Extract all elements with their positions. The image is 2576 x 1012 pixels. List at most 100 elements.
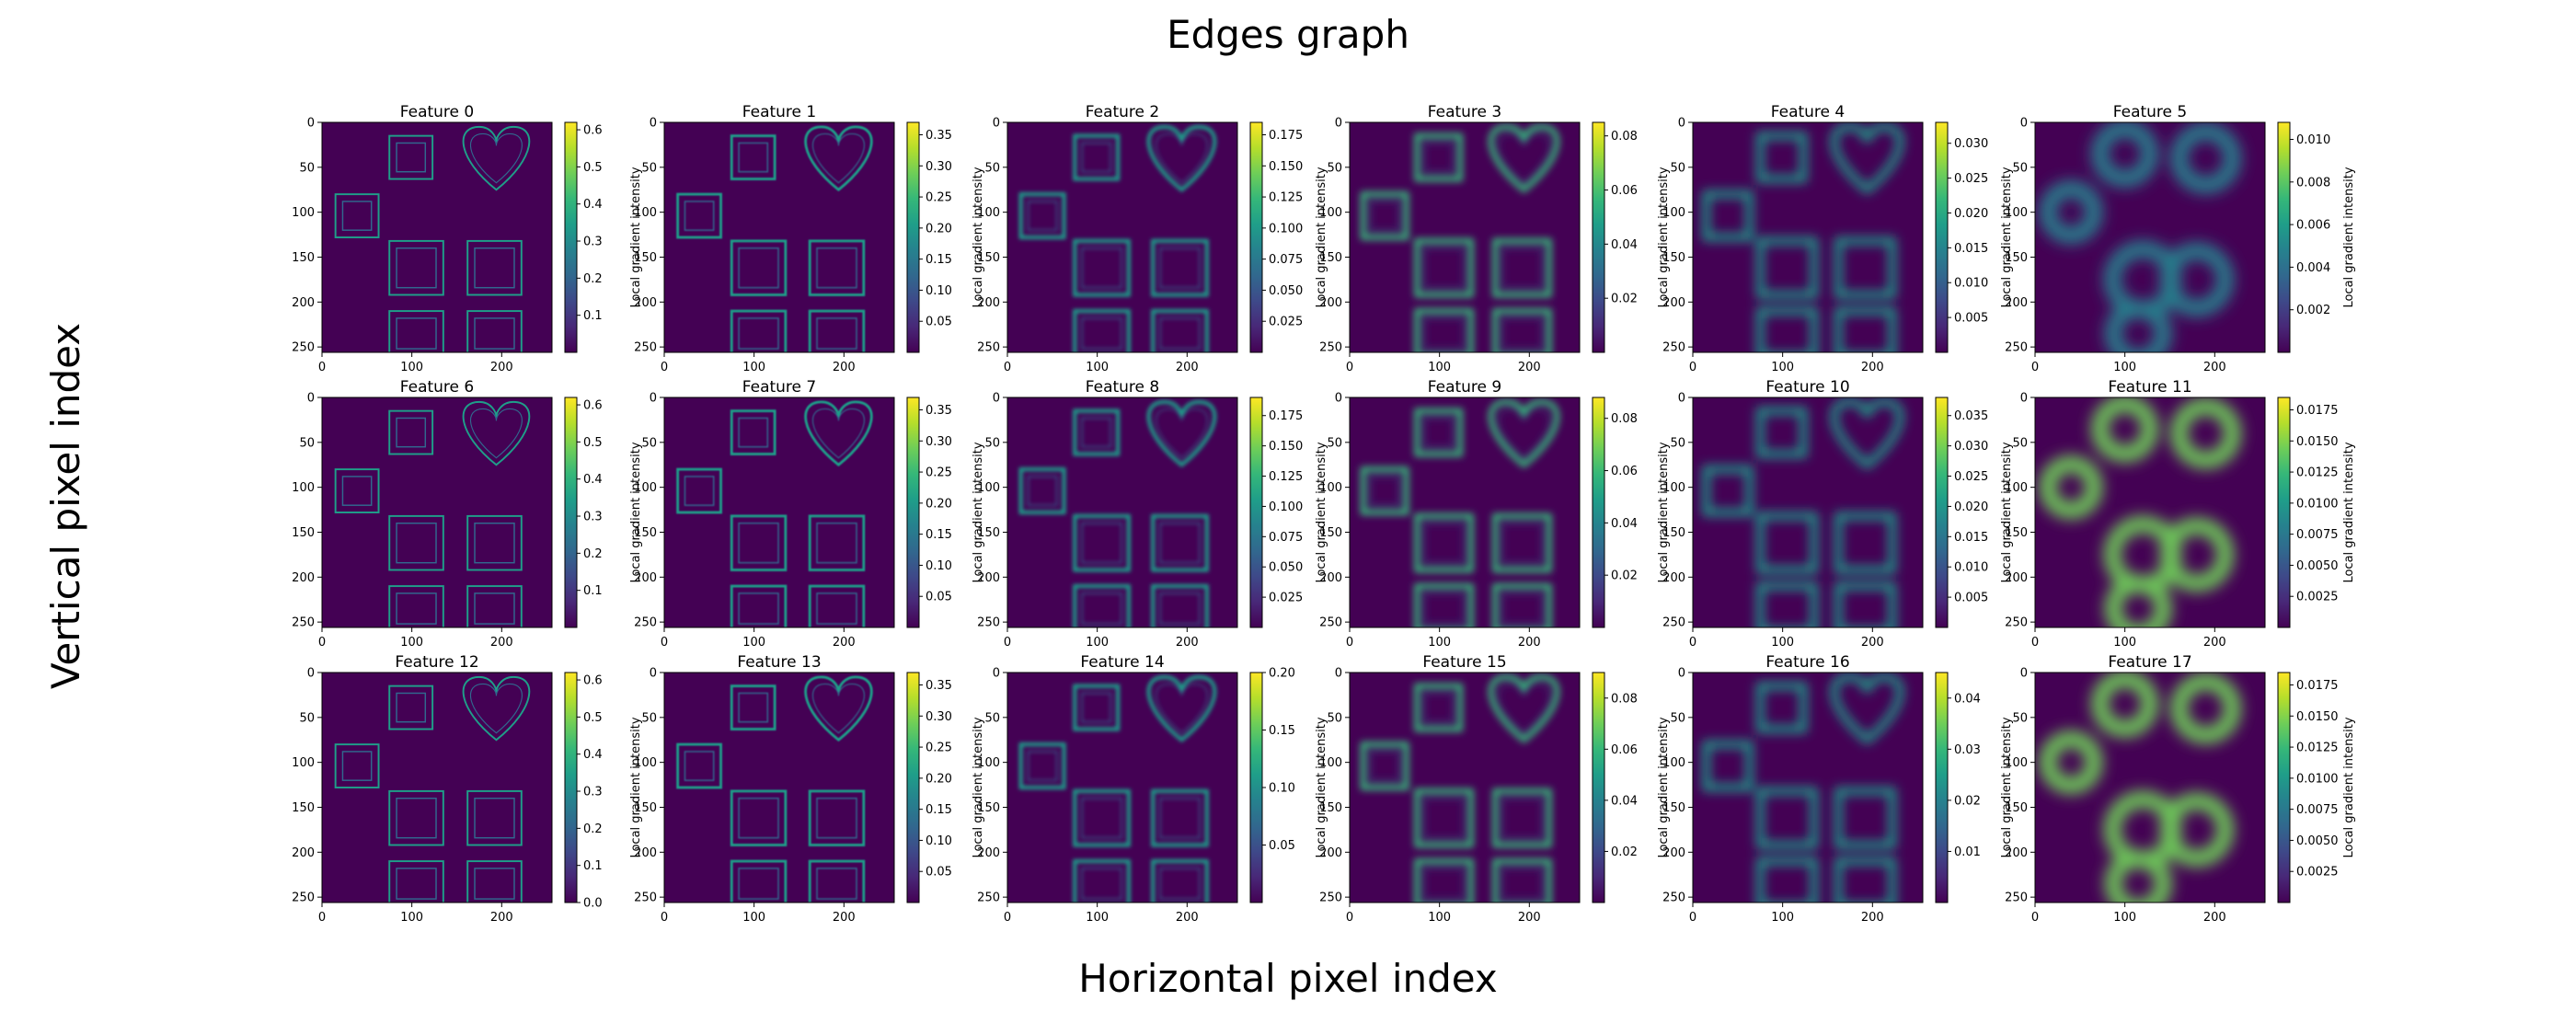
panel-title: Feature 5 [2113,103,2187,121]
y-tick-label: 250 [2005,616,2028,630]
y-tick-label: 200 [977,846,1000,860]
edge-inner [1081,592,1122,625]
edge-box [730,134,776,180]
edge-box [1414,858,1474,903]
colorbar-tick-label: 0.050 [1269,284,1303,298]
colorbar [2277,397,2291,628]
colorbar-tick-label: 0.4 [583,748,603,762]
y-tick-label: 200 [1319,296,1342,310]
edge-inner [1423,692,1455,723]
feature-blob [2091,397,2158,463]
panel-title: Feature 11 [2108,378,2191,397]
edge-inner [684,476,715,506]
edge-inner [1159,247,1201,289]
edge-inner [396,522,437,564]
edge-box [730,409,776,455]
y-tick-label: 200 [1662,846,1685,860]
colorbar-tick-label: 0.3 [583,786,603,799]
axes-frame [2034,121,2266,353]
feature-blob [2159,792,2234,867]
colorbar-tick-label: 0.4 [583,198,603,212]
colorbar-tick-label: 0.025 [1269,592,1303,605]
edge-box [466,239,523,296]
colorbar-tick-label: 0.5 [583,161,603,175]
colorbar-tick-label: 0.025 [1954,172,1988,186]
edge-box [1018,192,1066,240]
x-tick-label: 100 [400,636,423,650]
panel-title: Feature 3 [1428,103,1501,121]
feature-panel: Feature 14 0 100 200 0 50 100 150 200 250 0.05 0.10… [977,653,1328,925]
y-tick-label: 100 [2005,756,2028,770]
edge-heart-inner [811,132,865,184]
colorbar-tick-label: 0.0 [583,897,603,911]
colorbar-tick-label: 0.30 [926,160,952,174]
axes-frame [663,121,895,353]
colorbar [1249,397,1263,628]
edge-box [1756,682,1808,733]
y-tick-label: 150 [1662,801,1685,815]
colorbar-tick-label: 0.125 [1269,191,1303,205]
feature-panel: Feature 5 0 100 200 0 50 100 150 200 250 0.002 0.00… [2005,103,2356,374]
colorbar-tick-label: 0.02 [1611,845,1638,859]
y-tick-label: 50 [299,161,315,175]
y-tick-label: 100 [1662,206,1685,220]
edge-inner [1423,797,1465,839]
x-tick-label: 200 [2203,636,2226,650]
feature-blob [2039,730,2103,794]
colorbar [1592,672,1605,903]
edge-box [1414,308,1474,352]
colorbar-tick-label: 0.035 [1954,409,1988,423]
colorbar [906,672,920,903]
axes-frame [1006,672,1238,903]
edge-box [1414,237,1474,298]
colorbar-tick-label: 0.005 [1954,312,1988,326]
edge-box [1073,309,1131,352]
y-tick-label: 50 [1327,161,1342,175]
feature-panel: Feature 12 0 100 200 0 50 100 150 200 250 0.0 0.1 0.… [292,653,643,925]
edge-inner [738,868,779,900]
colorbar-tick-label: 0.150 [1269,160,1303,174]
edge-inner [1159,317,1201,350]
colorbar-label: Local gradient intensity [1315,717,1328,857]
panel-title: Feature 15 [1422,653,1506,672]
y-tick-label: 0 [1335,392,1342,406]
feature-panel: Feature 17 0 100 200 0 50 100 150 200 250 0.0025 0.… [2005,653,2356,925]
y-tick-label: 200 [977,571,1000,585]
y-tick-label: 150 [634,801,657,815]
edge-inner [738,592,779,625]
edge-inner [816,247,857,289]
y-tick-label: 200 [634,846,657,860]
heatmap-image [2035,673,2265,903]
colorbar-tick-label: 0.05 [926,866,952,880]
edge-box [466,514,523,571]
heatmap-image [664,122,894,352]
panel-title: Feature 1 [742,103,816,121]
x-tick-label: 200 [2203,911,2226,925]
colorbar-tick-label: 0.020 [1954,207,1988,221]
y-tick-label: 200 [2005,571,2028,585]
edge-box [730,514,788,571]
colorbar-tick-label: 0.0125 [2296,742,2339,755]
colorbar-tick-label: 0.03 [1954,743,1981,757]
edge-inner [1027,201,1058,231]
x-tick-label: 0 [1689,361,1696,374]
y-tick-label: 150 [2005,251,2028,265]
x-tick-label: 0 [1346,911,1353,925]
axes-frame [1349,672,1581,903]
colorbar-tick-label: 0.075 [1269,253,1303,267]
edge-box [388,409,434,455]
edge-box [1151,238,1209,297]
colorbar-tick-label: 0.0025 [2296,866,2339,880]
y-tick-label: 0 [1335,117,1342,131]
edge-inner [1423,592,1465,625]
colorbar-tick-label: 0.1 [583,309,603,323]
edge-inner [396,247,437,289]
y-tick-label: 250 [292,891,315,905]
colorbar [1592,397,1605,628]
edge-heart [462,675,531,742]
axes-frame [321,121,553,353]
colorbar-tick-label: 0.0175 [2296,679,2339,693]
edge-inner [1501,317,1543,350]
y-tick-label: 250 [634,616,657,630]
x-tick-label: 100 [742,361,765,374]
